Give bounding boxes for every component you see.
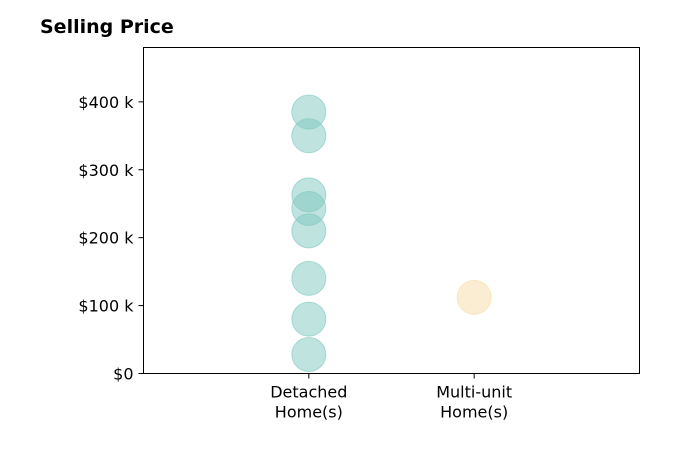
y-axis: $0 $100 k $200 k $300 k $400 k	[78, 93, 144, 384]
x-tick-label-1: Multi-unit Home(s)	[436, 383, 512, 422]
y-tick-label-1: $100 k	[78, 297, 134, 316]
point-series0-4	[291, 213, 327, 249]
x-tick-label-0: Detached Home(s)	[270, 383, 347, 422]
point-series0-7	[291, 336, 327, 372]
y-tick-label-3: $300 k	[78, 161, 134, 180]
y-tick-label-4: $400 k	[78, 93, 134, 112]
point-series0-5	[291, 260, 327, 296]
x-axis: Detached Home(s) Multi-unit Home(s)	[270, 373, 512, 422]
point-series0-1	[291, 118, 327, 154]
marks-layer	[291, 94, 492, 372]
y-tick-label-2: $200 k	[78, 229, 134, 248]
point-series1-0	[456, 279, 492, 315]
plot-frame	[143, 47, 640, 374]
chart-title: Selling Price	[40, 16, 174, 38]
point-series0-6	[291, 301, 327, 337]
y-tick-label-0: $0	[113, 365, 133, 384]
